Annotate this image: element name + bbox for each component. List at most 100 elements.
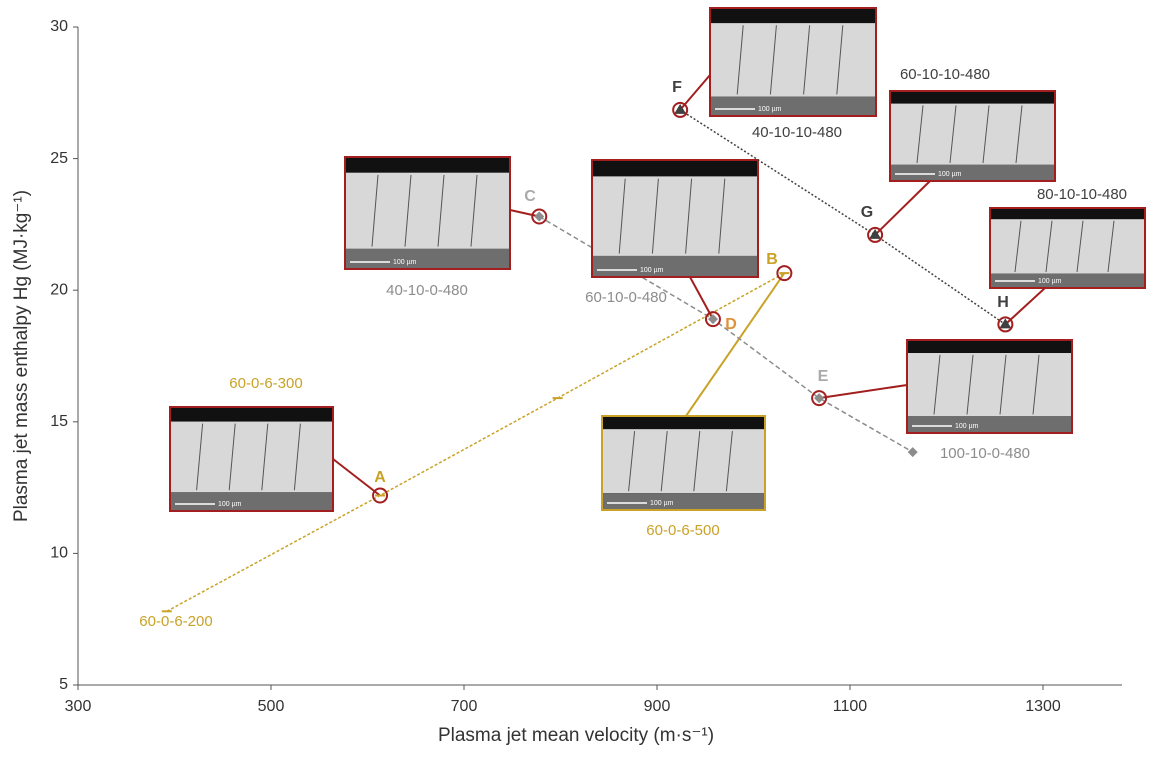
y-tick-label: 15 <box>50 413 68 430</box>
point-label: H <box>997 294 1009 311</box>
y-tick-label: 10 <box>50 545 68 562</box>
point-label: D <box>725 316 737 333</box>
inset-crack <box>803 25 811 95</box>
inset-coating <box>170 421 333 493</box>
inset-crack <box>628 430 636 492</box>
inset-crack <box>718 178 726 254</box>
scale-bar-label: 100 µm <box>640 267 664 274</box>
inset-border <box>591 159 759 278</box>
inset-crack <box>916 105 924 164</box>
point-label: B <box>766 251 778 268</box>
micrograph-inset: 100 µm <box>989 207 1146 289</box>
micrograph-inset: 100 µm <box>889 90 1056 182</box>
condition-label: 100-10-0-480 <box>940 445 1030 462</box>
inset-crack <box>1076 220 1084 273</box>
y-axis-title: Plasma jet mass enthalpy Hg (MJ·kg⁻¹) <box>11 190 32 522</box>
inset-crack <box>404 174 412 247</box>
scale-bar-label: 100 µm <box>938 171 962 178</box>
condition-label: 80-10-10-480 <box>1037 186 1127 203</box>
inset-crack <box>470 174 478 247</box>
inset-crack <box>196 423 204 491</box>
inset-substrate <box>710 96 876 116</box>
inset-crack <box>685 178 693 254</box>
point-marker <box>907 447 918 458</box>
series-line <box>166 272 785 612</box>
point-marker <box>779 272 790 275</box>
scale-bar-label: 100 µm <box>393 259 417 266</box>
point-marker <box>869 228 882 239</box>
condition-label: 60-0-6-200 <box>139 613 212 630</box>
inset-crack <box>261 423 269 491</box>
inset-coating <box>907 353 1072 417</box>
condition-label: 60-0-6-500 <box>646 522 719 539</box>
inset-connector <box>509 209 540 218</box>
inset-crack <box>999 354 1007 415</box>
inset-border <box>889 90 1056 182</box>
x-tick-label: 900 <box>644 698 671 715</box>
inset-border <box>709 7 877 117</box>
point-highlight <box>372 487 389 504</box>
inset-crack <box>966 354 974 415</box>
micrograph-inset: 100 µm <box>601 415 766 511</box>
point-label: C <box>524 188 536 205</box>
micrograph-inset: 100 µm <box>344 156 511 270</box>
y-tick-label: 30 <box>50 18 68 35</box>
condition-label: 60-0-6-300 <box>229 375 302 392</box>
point-highlight <box>704 311 721 328</box>
point-label: E <box>818 368 829 385</box>
inset-crack <box>437 174 445 247</box>
inset-crack <box>618 178 626 254</box>
scale-bar-label: 100 µm <box>1038 278 1062 285</box>
micrograph-inset: 100 µm <box>591 159 759 278</box>
inset-crack <box>1107 220 1115 273</box>
point-marker <box>999 318 1012 329</box>
point-marker <box>552 397 563 400</box>
inset-coating <box>592 176 758 256</box>
point-marker <box>674 103 687 114</box>
inset-coating <box>890 103 1055 165</box>
inset-border <box>906 339 1073 434</box>
inset-substrate <box>602 493 765 510</box>
inset-crack <box>1014 220 1022 273</box>
point-label: F <box>672 79 682 96</box>
y-tick-label: 25 <box>50 150 68 167</box>
inset-crack <box>660 430 668 492</box>
point-marker <box>814 393 825 404</box>
inset-crack <box>1032 354 1040 415</box>
inset-crack <box>836 25 844 95</box>
micrograph-inset: 100 µm <box>169 406 334 512</box>
inset-substrate <box>170 492 333 511</box>
inset-crack <box>293 423 301 491</box>
inset-crack <box>769 25 777 95</box>
scale-bar-label: 100 µm <box>955 423 979 430</box>
point-marker <box>534 211 545 222</box>
inset-connector <box>685 272 786 417</box>
inset-crack <box>1015 105 1023 164</box>
point-highlight <box>531 208 548 225</box>
x-axis-title: Plasma jet mean velocity (m·s⁻¹) <box>438 725 714 746</box>
inset-crack <box>933 354 941 415</box>
inset-connector <box>818 384 908 400</box>
inset-connector <box>332 458 381 497</box>
inset-coating <box>602 429 765 494</box>
inset-substrate <box>592 255 758 277</box>
inset-crack <box>1045 220 1053 273</box>
inset-border <box>344 156 511 270</box>
series-line <box>679 109 1006 326</box>
point-highlight <box>811 390 828 407</box>
x-tick-label: 1100 <box>833 698 868 715</box>
inset-substrate <box>990 273 1145 288</box>
point-marker <box>161 610 172 613</box>
x-tick-label: 700 <box>451 698 478 715</box>
inset-substrate <box>907 416 1072 433</box>
micrograph-inset: 100 µm <box>709 7 877 117</box>
scale-bar-label: 100 µm <box>218 501 242 508</box>
inset-crack <box>949 105 957 164</box>
condition-label: 40-10-10-480 <box>752 124 842 141</box>
inset-border <box>989 207 1146 289</box>
point-highlight <box>867 226 884 243</box>
scale-bar-label: 100 µm <box>758 106 782 113</box>
inset-crack <box>693 430 701 492</box>
point-highlight <box>997 316 1014 333</box>
